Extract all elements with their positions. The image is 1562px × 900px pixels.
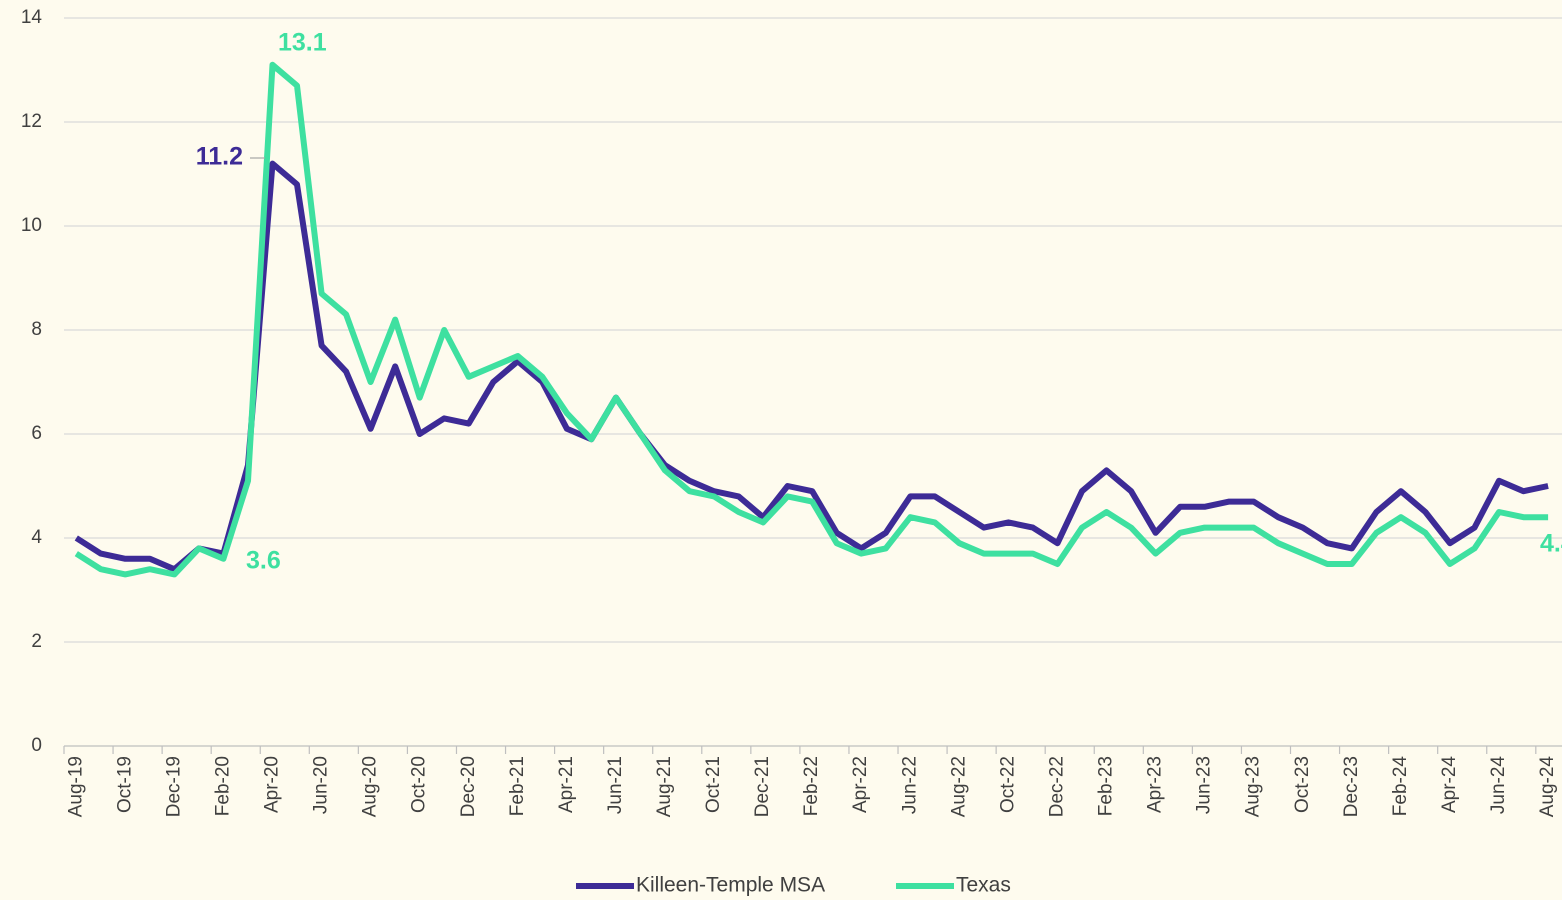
series-line (74, 61, 1549, 578)
x-tick-label: Jun-24 (1488, 756, 1509, 815)
x-tick-label: Oct-22 (997, 756, 1018, 813)
y-tick-label: 4 (31, 527, 42, 548)
x-tick-label: Oct-23 (1292, 756, 1313, 813)
x-tick-label: Aug-22 (948, 756, 969, 817)
x-tick-label: Feb-20 (212, 756, 233, 816)
y-tick-label: 2 (31, 631, 42, 652)
x-tick-label: Apr-23 (1145, 756, 1166, 813)
x-tick-label: Feb-23 (1096, 756, 1117, 816)
y-tick-label: 14 (21, 7, 43, 28)
x-tick-label: Apr-20 (262, 756, 283, 813)
y-tick-label: 8 (31, 319, 42, 340)
x-tick-label: Aug-19 (65, 756, 86, 817)
x-tick-label: Apr-22 (850, 756, 871, 813)
x-tick-label: Feb-24 (1390, 756, 1411, 817)
x-tick-label: Dec-19 (163, 756, 184, 817)
x-tick-label: Feb-21 (507, 756, 528, 816)
x-tick-label: Jun-20 (311, 756, 332, 814)
x-tick-label: Apr-24 (1439, 756, 1460, 813)
x-tick-label: Dec-21 (752, 756, 773, 817)
y-tick-label: 12 (21, 111, 42, 132)
x-tick-label: Oct-20 (409, 756, 430, 813)
x-tick-label: Dec-22 (1046, 756, 1067, 817)
x-tick-label: Jun-23 (1194, 756, 1215, 814)
annotation: 11.2 (196, 143, 243, 171)
x-tick-label: Aug-23 (1243, 756, 1264, 817)
x-tick-label: Dec-23 (1341, 756, 1362, 817)
x-tick-label: Dec-20 (458, 756, 479, 817)
legend-label: Killeen-Temple MSA (636, 874, 825, 897)
x-tick-label: Apr-21 (556, 756, 577, 813)
x-tick-label: Aug-21 (654, 756, 675, 817)
x-tick-label: Jun-21 (605, 756, 626, 814)
legend-label: Texas (956, 874, 1011, 897)
x-tick-label: Jun-22 (899, 756, 920, 814)
x-tick-label: Feb-22 (801, 756, 822, 816)
x-tick-label: Oct-21 (703, 756, 724, 813)
annotation: 13.1 (278, 29, 327, 57)
x-tick-label: Aug-20 (360, 756, 381, 817)
annotation: 3.6 (246, 547, 281, 575)
series-line (74, 160, 1549, 573)
x-tick-label: Oct-19 (114, 756, 135, 813)
y-tick-label: 10 (21, 215, 42, 236)
x-tick-label: Aug-24 (1537, 756, 1558, 818)
annotation: 4.4 (1540, 530, 1562, 558)
y-tick-label: 6 (31, 423, 42, 444)
y-tick-label: 0 (31, 735, 42, 756)
